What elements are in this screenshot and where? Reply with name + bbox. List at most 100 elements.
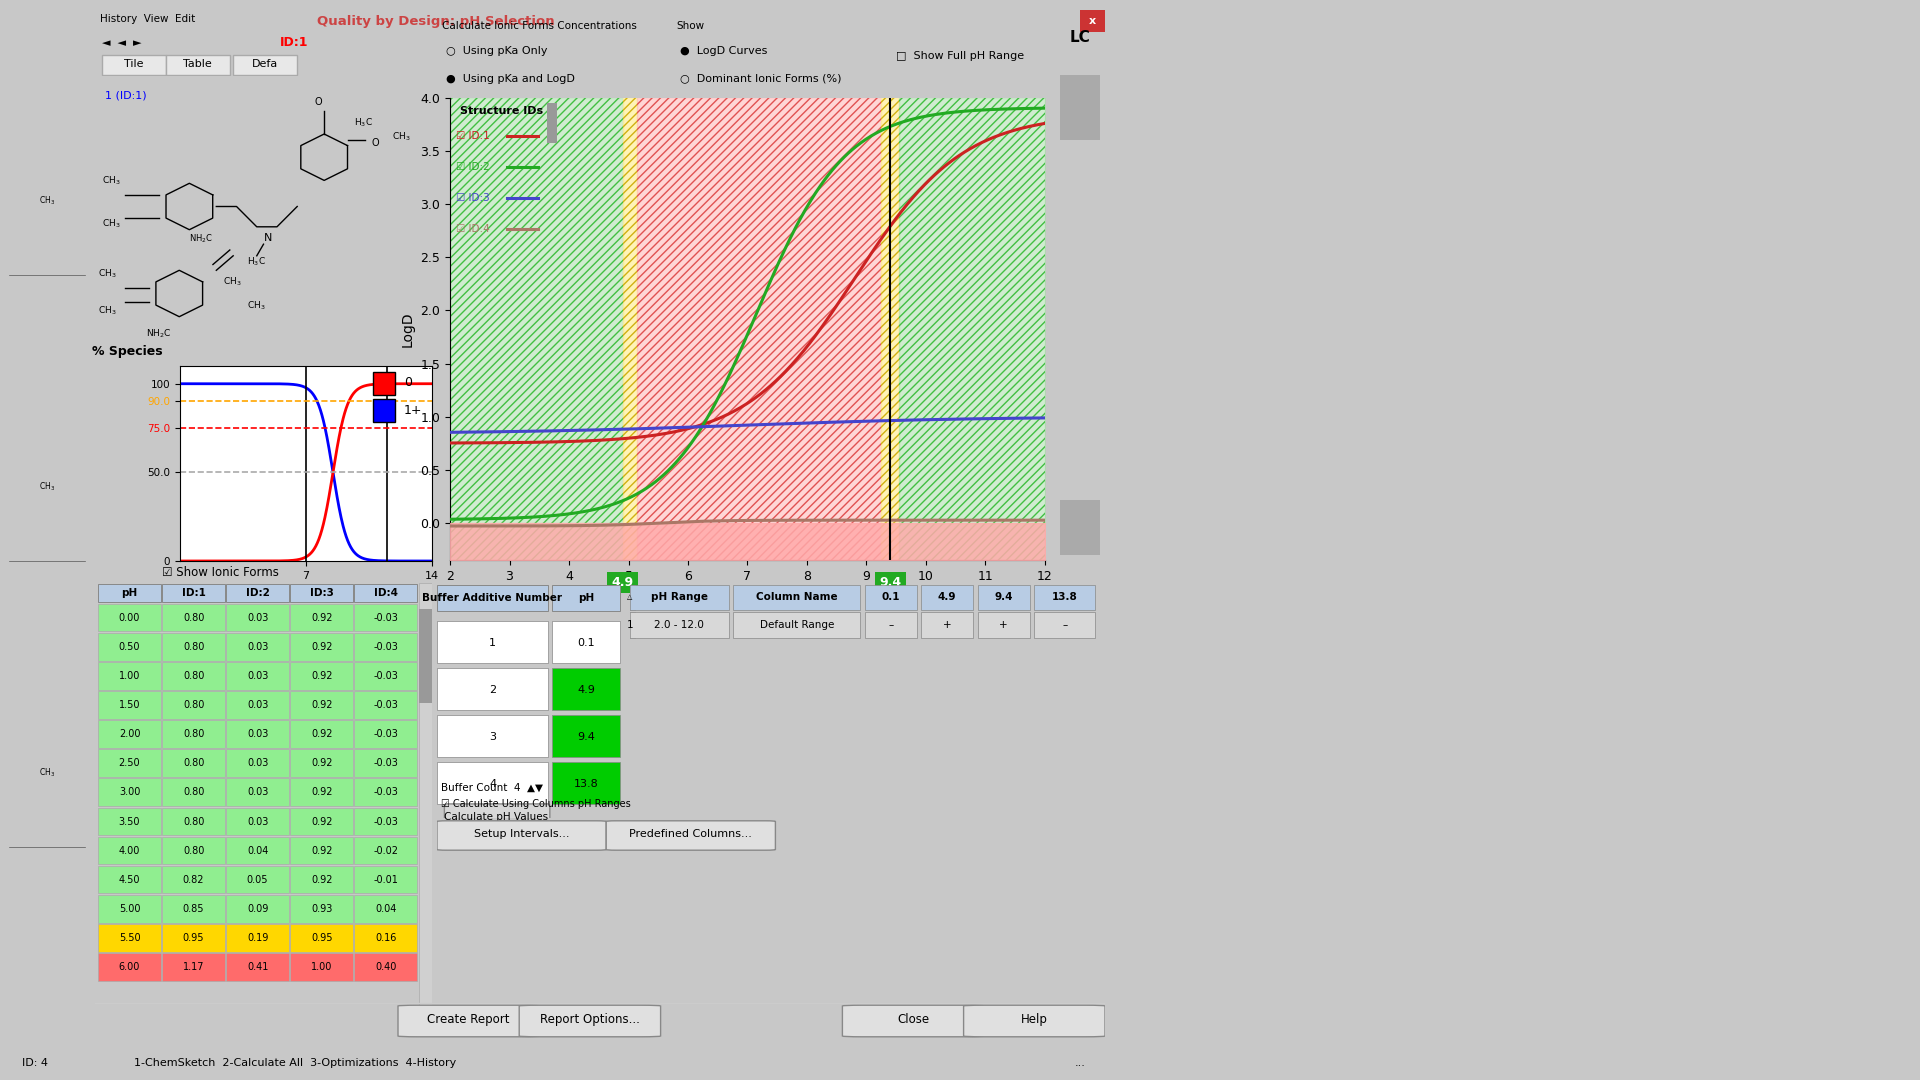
Bar <box>372 372 396 395</box>
Bar <box>98 895 161 922</box>
Text: N: N <box>263 233 273 243</box>
Bar <box>355 633 417 661</box>
Bar <box>163 633 225 661</box>
Text: Defa: Defa <box>252 59 278 69</box>
Bar <box>355 662 417 690</box>
Bar <box>227 604 288 632</box>
Text: 0.80: 0.80 <box>182 758 204 768</box>
Text: ◄  ◄  ►: ◄ ◄ ► <box>102 38 142 48</box>
Text: –: – <box>1062 620 1068 630</box>
Bar <box>733 585 860 609</box>
Text: pH Range: pH Range <box>651 592 708 603</box>
Text: 0.93: 0.93 <box>311 904 332 914</box>
Text: Create Report: Create Report <box>428 1013 511 1026</box>
FancyBboxPatch shape <box>397 1005 540 1037</box>
Text: $\rm CH_3$: $\rm CH_3$ <box>102 218 121 230</box>
Bar <box>227 808 288 835</box>
Text: 1-ChemSketch  2-Calculate All  3-Optimizations  4-History: 1-ChemSketch 2-Calculate All 3-Optimizat… <box>134 1057 457 1067</box>
Text: 0.80: 0.80 <box>182 671 204 681</box>
Text: 0.03: 0.03 <box>248 816 269 826</box>
Bar <box>227 691 288 719</box>
Text: 0.03: 0.03 <box>248 758 269 768</box>
Text: 2.50: 2.50 <box>119 758 140 768</box>
Text: -0.03: -0.03 <box>372 729 397 739</box>
Bar <box>626 585 636 609</box>
Text: 0.80: 0.80 <box>182 729 204 739</box>
Text: 9.4: 9.4 <box>995 592 1014 603</box>
Text: 2: 2 <box>490 685 495 696</box>
Text: 3: 3 <box>490 732 495 742</box>
Text: ID:3: ID:3 <box>309 589 334 598</box>
Bar <box>438 761 547 804</box>
Text: 0.1: 0.1 <box>881 592 900 603</box>
Text: ID:4: ID:4 <box>374 589 397 598</box>
Text: 0.82: 0.82 <box>182 875 204 885</box>
Bar <box>290 750 353 777</box>
Text: Tile: Tile <box>125 59 144 69</box>
FancyBboxPatch shape <box>518 1005 660 1037</box>
Bar <box>98 779 161 806</box>
Text: 0.09: 0.09 <box>248 904 269 914</box>
Text: ☑ Calculate Using Columns pH Ranges: ☑ Calculate Using Columns pH Ranges <box>442 799 630 809</box>
Text: Show: Show <box>676 21 705 31</box>
Text: Quality by Design: pH Selection: Quality by Design: pH Selection <box>317 14 555 27</box>
Text: LC: LC <box>1069 30 1091 45</box>
Text: 0.00: 0.00 <box>119 612 140 623</box>
Text: 0.92: 0.92 <box>311 875 332 885</box>
Text: $\rm H_3C$: $\rm H_3C$ <box>355 117 372 129</box>
Text: $\rm CH_3$: $\rm CH_3$ <box>38 194 56 207</box>
Text: –: – <box>889 620 893 630</box>
Text: History  View  Edit: History View Edit <box>100 14 196 24</box>
Bar <box>98 866 161 893</box>
Bar <box>98 837 161 864</box>
Bar <box>630 585 730 609</box>
Text: 9.4: 9.4 <box>879 576 900 589</box>
Text: Buffer Additive Number: Buffer Additive Number <box>422 593 563 604</box>
X-axis label: pH: pH <box>737 589 756 603</box>
Text: $\rm H_3C$: $\rm H_3C$ <box>246 256 265 268</box>
Text: □  Show Full pH Range: □ Show Full pH Range <box>897 51 1023 60</box>
Bar <box>290 837 353 864</box>
Text: ID:1: ID:1 <box>182 589 205 598</box>
Text: 5.00: 5.00 <box>119 904 140 914</box>
Text: ID:1: ID:1 <box>280 37 309 50</box>
Text: ☑ ID:2: ☑ ID:2 <box>455 162 490 172</box>
Bar <box>1060 500 1100 555</box>
Text: -0.03: -0.03 <box>372 671 397 681</box>
Text: +: + <box>998 620 1008 630</box>
Text: 9.4: 9.4 <box>578 732 595 742</box>
Text: ☑ ID:3: ☑ ID:3 <box>455 192 490 203</box>
Text: 4.9: 4.9 <box>578 685 595 696</box>
Text: Predefined Columns...: Predefined Columns... <box>630 828 753 839</box>
Bar <box>227 584 288 603</box>
Y-axis label: LogD: LogD <box>401 311 415 347</box>
Text: 0.92: 0.92 <box>311 816 332 826</box>
Text: +: + <box>943 620 952 630</box>
Bar <box>551 715 620 757</box>
Bar <box>290 604 353 632</box>
Text: 0.92: 0.92 <box>311 642 332 652</box>
Text: -0.03: -0.03 <box>372 816 397 826</box>
Bar <box>438 585 547 611</box>
Bar <box>98 584 161 603</box>
FancyBboxPatch shape <box>444 804 549 829</box>
Text: ☑ Show Ionic Forms: ☑ Show Ionic Forms <box>163 566 278 579</box>
Text: $\rm CH_3$: $\rm CH_3$ <box>98 267 117 280</box>
Bar <box>227 779 288 806</box>
Bar <box>355 720 417 747</box>
Bar <box>355 779 417 806</box>
Bar <box>290 691 353 719</box>
Bar <box>355 691 417 719</box>
Text: 1.50: 1.50 <box>119 700 140 711</box>
Bar <box>98 953 161 981</box>
Bar <box>1035 611 1094 638</box>
Bar <box>977 585 1029 609</box>
Text: pH: pH <box>578 593 593 604</box>
Bar <box>290 779 353 806</box>
Bar <box>163 866 225 893</box>
Bar <box>290 662 353 690</box>
Bar <box>977 611 1029 638</box>
Text: 0.1: 0.1 <box>578 638 595 648</box>
Bar <box>227 924 288 951</box>
Bar <box>1079 10 1106 32</box>
